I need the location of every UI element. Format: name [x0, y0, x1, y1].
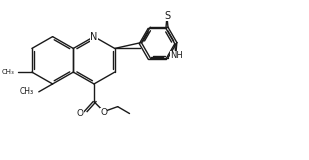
Text: CH₃: CH₃	[1, 69, 14, 75]
Text: O: O	[100, 108, 108, 117]
Text: NH: NH	[171, 51, 183, 60]
Text: CH₃: CH₃	[20, 87, 34, 96]
Text: O: O	[77, 109, 84, 118]
Text: N: N	[90, 32, 98, 42]
Text: S: S	[164, 11, 170, 20]
